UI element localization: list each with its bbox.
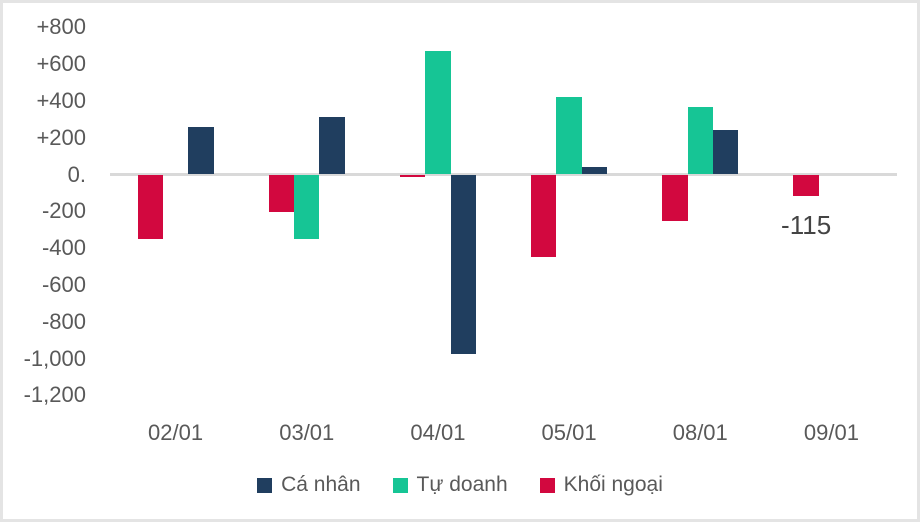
y-tick-label: +200: [36, 124, 86, 150]
bar-data-label: -115: [781, 209, 832, 240]
legend-swatch-icon: [257, 477, 273, 493]
bar-tự-doanh: [294, 174, 320, 239]
y-tick-label: -800: [41, 308, 86, 334]
legend-swatch-icon: [392, 477, 408, 493]
y-tick-label: -1,200: [23, 382, 86, 408]
legend-label: Cá nhân: [281, 473, 361, 496]
x-axis-label: 09/01: [803, 420, 859, 445]
bar-cá-nhân: [188, 126, 214, 175]
y-tick-label: -1,000: [23, 345, 86, 371]
bar-khối-ngoại: [137, 174, 163, 239]
legend-label: Khối ngoại: [563, 473, 663, 496]
y-tick-label: +400: [36, 87, 86, 113]
bar-tự-doanh: [425, 51, 451, 175]
y-tick-label: -400: [41, 235, 86, 261]
bar-cá-nhân: [450, 174, 476, 354]
bar-cá-nhân: [319, 117, 345, 175]
legend-label: Tự doanh: [416, 473, 508, 496]
bar-khối-ngoại: [531, 174, 557, 258]
legend-swatch-icon: [539, 477, 555, 493]
bar-khối-ngoại: [793, 174, 819, 196]
y-tick-label: -200: [41, 198, 86, 224]
y-tick-label: -600: [41, 271, 86, 297]
y-tick-label: 0.: [67, 161, 86, 187]
x-axis-label: 08/01: [672, 420, 728, 445]
legend-item: Tự doanh: [392, 473, 508, 497]
bar-cá-nhân: [712, 130, 739, 175]
y-tick-label: +800: [36, 14, 86, 40]
bar-tự-doanh: [556, 97, 582, 175]
bar-tự-doanh: [687, 107, 713, 175]
x-axis-label: 05/01: [541, 420, 597, 445]
x-axis-label: 02/01: [148, 420, 204, 445]
bar-khối-ngoại: [268, 174, 295, 213]
zero-line: [110, 173, 897, 176]
bar-khối-ngoại: [399, 174, 426, 178]
bar-khối-ngoại: [662, 174, 688, 221]
legend-item: Cá nhân: [257, 473, 361, 497]
bar-cá-nhân: [581, 167, 608, 175]
y-tick-label: +600: [36, 51, 86, 77]
legend: Cá nhân Tự doanh Khối ngoại: [0, 473, 920, 497]
x-axis-label: 03/01: [279, 420, 335, 445]
legend-item: Khối ngoại: [539, 473, 663, 497]
x-axis-label: 04/01: [410, 420, 466, 445]
